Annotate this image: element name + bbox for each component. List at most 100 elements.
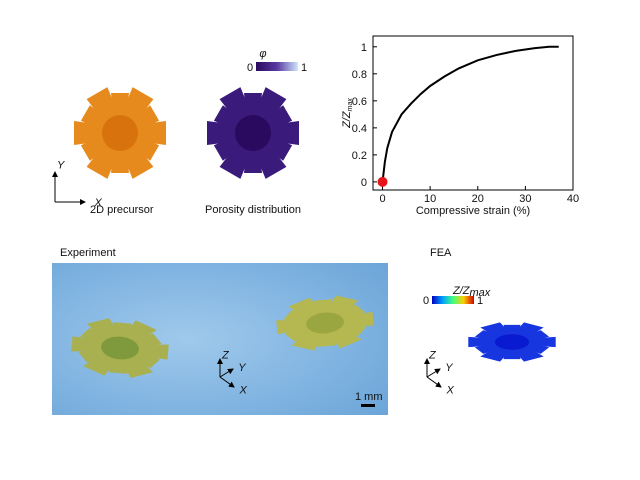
label: 1 mm [355, 391, 383, 403]
petal [213, 105, 243, 131]
petal [80, 135, 110, 161]
axis-name: X [94, 197, 103, 209]
label: max [470, 287, 491, 299]
petal [130, 351, 161, 369]
label: Porosity distribution [205, 204, 301, 216]
petal [327, 327, 362, 349]
axis-arrow [219, 368, 234, 378]
colorbar [256, 62, 298, 71]
scale-bar [361, 404, 375, 407]
label: φ [259, 48, 266, 60]
x-tick-label: 40 [567, 193, 579, 205]
y-tick-label: 0.8 [352, 69, 367, 81]
label: Z/Zmax [452, 285, 491, 299]
petal [86, 87, 119, 124]
illustrations [74, 87, 556, 362]
petal [132, 333, 162, 348]
flower [71, 318, 169, 378]
axis-arrow [426, 368, 441, 378]
petal [335, 304, 366, 320]
petal [325, 295, 359, 316]
petal [122, 320, 157, 344]
y-tick-label: 1 [361, 42, 367, 54]
petal [86, 318, 120, 341]
axis-arrow [219, 376, 235, 388]
label: 0 [423, 295, 429, 307]
petal [86, 142, 119, 179]
petal [130, 105, 160, 131]
petal [522, 330, 550, 341]
petal [136, 344, 169, 360]
label: FEA [430, 247, 452, 259]
photo-flowers [71, 295, 374, 378]
label: 1 [477, 295, 483, 307]
flower-center [494, 334, 530, 350]
petal [263, 135, 293, 161]
petal [283, 309, 313, 323]
axis-name: Z [221, 350, 230, 362]
petal [121, 87, 154, 124]
petal [341, 311, 374, 327]
x-axis-label: Compressive strain (%) [416, 205, 530, 217]
petal [254, 142, 287, 179]
petal [480, 346, 511, 362]
petal [474, 330, 502, 341]
plot-frame [372, 35, 574, 191]
y-tick-label: 0.4 [352, 123, 367, 135]
petal [513, 346, 544, 362]
petal [254, 87, 287, 124]
petal [130, 135, 160, 161]
y-tick-label: 0 [361, 177, 367, 189]
axis-name: Z [428, 350, 437, 362]
label: Z/Z [452, 285, 471, 297]
line [381, 45, 559, 183]
petal [71, 336, 104, 352]
petal [276, 319, 309, 335]
y-axis-label: max [347, 98, 354, 112]
label: 2D precursor [90, 204, 154, 216]
petal [288, 297, 323, 319]
y-axis-label: Z/Z [341, 110, 353, 129]
plot: 0 10 20 30 40 0 0.2 0.4 0.6 0.8 1 [352, 42, 579, 205]
petal [337, 323, 367, 337]
point [377, 176, 388, 187]
axis-arrow [426, 376, 442, 388]
petal [121, 142, 154, 179]
petal [284, 326, 315, 342]
flower [276, 295, 374, 351]
y-tick-label: 0.2 [352, 150, 367, 162]
petal [83, 352, 118, 376]
axis-name: Y [238, 362, 246, 374]
axis-name: X [446, 385, 455, 397]
label: 1 [301, 62, 307, 74]
colorbar [432, 296, 474, 304]
x-tick-label: 30 [519, 193, 531, 205]
petal [480, 322, 511, 338]
x-tick-label: 10 [424, 193, 436, 205]
petal [513, 322, 544, 338]
x-tick-label: 0 [379, 193, 385, 205]
axis-name: Y [57, 160, 65, 172]
petal [213, 135, 243, 161]
petal [219, 87, 252, 124]
x-tick-label: 20 [472, 193, 484, 205]
label: 0 [247, 62, 253, 74]
flower-center [101, 336, 139, 360]
petal [78, 348, 108, 363]
y-tick-label: 0.6 [352, 96, 367, 108]
petal [120, 355, 154, 378]
petal [291, 330, 325, 351]
label: Experiment [60, 247, 116, 259]
petal [80, 105, 110, 131]
flower-center [306, 312, 344, 334]
y-axis-label: Z/Zmax [341, 98, 354, 129]
petal [263, 105, 293, 131]
petal [522, 343, 550, 354]
petal [474, 343, 502, 354]
flower-center [102, 115, 138, 151]
flower [468, 322, 556, 362]
axis-name: X [239, 385, 248, 397]
petal [79, 327, 110, 345]
flower [74, 87, 166, 179]
